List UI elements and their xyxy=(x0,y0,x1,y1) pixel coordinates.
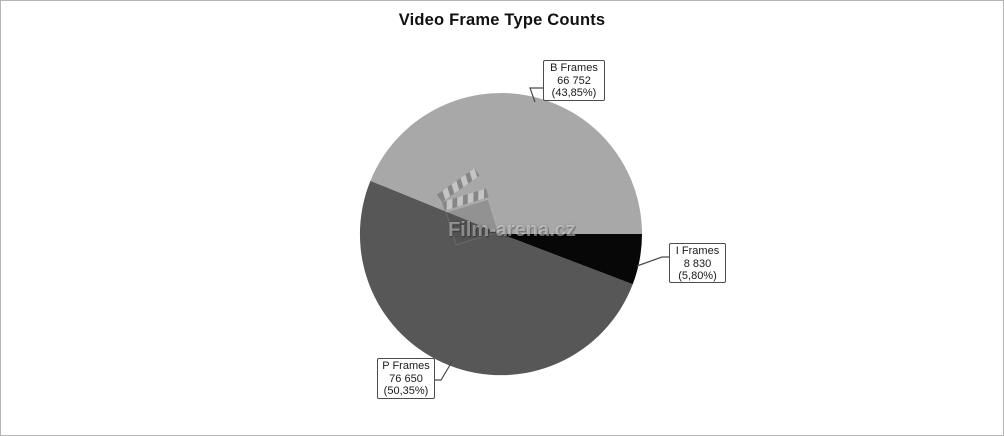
chart-title: Video Frame Type Counts xyxy=(398,11,606,29)
slice-label: B Frames xyxy=(550,62,598,74)
slice-value: 76 650 xyxy=(389,372,423,385)
slice-percent: (50,35%) xyxy=(383,385,429,398)
pie-slice-i-frames xyxy=(501,234,642,285)
slice-label: I Frames xyxy=(675,245,720,257)
pie-slice-p-frames xyxy=(359,180,633,376)
pie-slices-group xyxy=(359,93,642,376)
slice-value: 8 830 xyxy=(683,257,712,270)
slice-percent: (43,85%) xyxy=(551,87,597,100)
leader-line-p-frames xyxy=(434,359,454,381)
leader-line-i-frames xyxy=(636,256,669,267)
callout-i-frames: I Frames 8 830 (5,80%) xyxy=(669,243,726,283)
slice-percent: (5,80%) xyxy=(678,270,717,283)
clapperboard-icon xyxy=(436,168,499,246)
callout-b-frames: B Frames 66 752 (43,85%) xyxy=(543,60,605,101)
slice-value: 66 752 xyxy=(557,74,591,87)
slice-label: P Frames xyxy=(382,360,430,372)
leader-line-b-frames xyxy=(529,87,543,103)
pie-slice-b-frames xyxy=(370,93,642,234)
callout-p-frames: P Frames 76 650 (50,35%) xyxy=(377,358,435,399)
